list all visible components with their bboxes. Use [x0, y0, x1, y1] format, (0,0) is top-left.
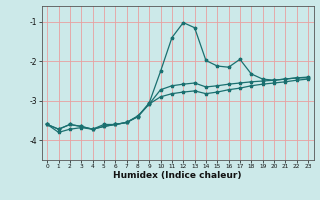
X-axis label: Humidex (Indice chaleur): Humidex (Indice chaleur): [113, 171, 242, 180]
